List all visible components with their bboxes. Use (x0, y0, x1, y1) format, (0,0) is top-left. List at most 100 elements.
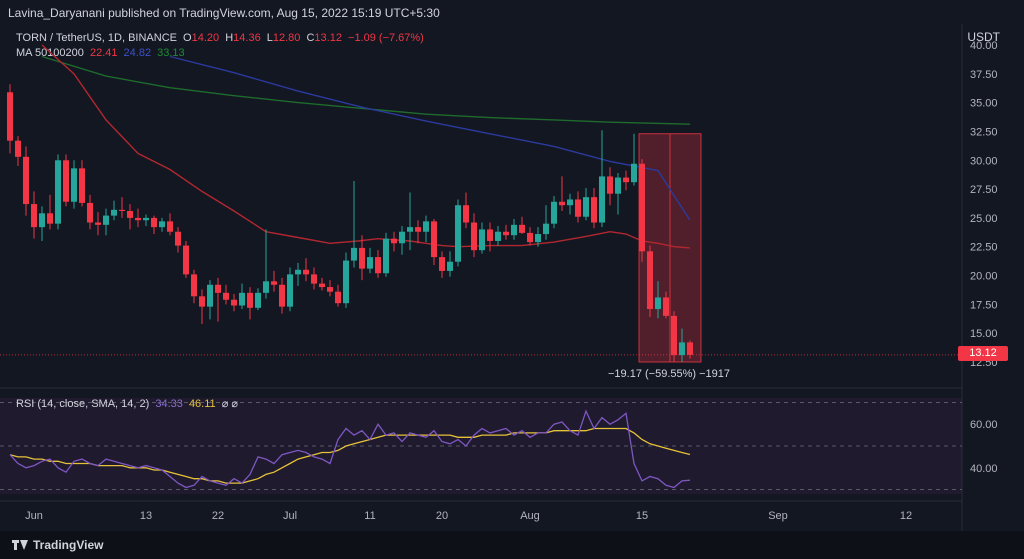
price-chart[interactable]: 12.5015.0017.5020.0022.5025.0027.5030.00… (0, 0, 1024, 531)
candle-body (191, 274, 197, 297)
candle-body (215, 284, 221, 293)
candle-body (327, 287, 333, 292)
tradingview-brand[interactable]: TradingView (12, 538, 103, 552)
candle (39, 206, 45, 241)
candle (679, 328, 685, 362)
candle-body (455, 205, 461, 262)
ma200-value: 33.13 (157, 47, 185, 59)
candle-body (631, 163, 637, 183)
x-tick-label: Jul (283, 510, 297, 522)
candle-body (223, 292, 229, 300)
candle-body (207, 284, 213, 307)
candle-body (383, 238, 389, 274)
candle (247, 287, 253, 320)
candle-body (119, 209, 125, 211)
low-label: L (266, 32, 273, 44)
rsi-tick-label: 60.00 (970, 419, 998, 431)
candle (255, 288, 261, 311)
candle (383, 232, 389, 277)
candle-body (399, 231, 405, 244)
measure-label: −19.17 (−59.55%) −1917 (608, 368, 731, 380)
rsi-settings-icon[interactable]: ⌀ ⌀ (221, 398, 239, 410)
candle (119, 197, 125, 218)
candle-body (655, 297, 661, 309)
ma200-line (41, 55, 691, 125)
ma50-value: 22.41 (89, 47, 118, 59)
candle-body (367, 257, 373, 269)
candle-body (15, 140, 21, 157)
axis-unit: USDT (967, 30, 1000, 44)
candle (631, 133, 637, 186)
candle-body (431, 221, 437, 258)
candle (671, 311, 677, 362)
candle-body (535, 234, 541, 243)
candle (391, 231, 397, 252)
candle (191, 269, 197, 304)
rsi-label[interactable]: RSI (14, close, SMA, 14, 2) (16, 398, 150, 410)
candle (423, 215, 429, 243)
candle-body (687, 342, 693, 355)
candle (535, 227, 541, 247)
candle (15, 136, 21, 167)
candle-body (199, 296, 205, 307)
candle (559, 176, 565, 211)
candle (455, 199, 461, 267)
y-tick-label: 35.00 (970, 98, 998, 110)
candle-body (423, 221, 429, 232)
y-tick-label: 37.50 (970, 69, 998, 81)
candle-body (583, 197, 589, 217)
candle (359, 235, 365, 281)
candle-body (231, 299, 237, 306)
close-label: C (306, 32, 315, 44)
candle-body (439, 257, 445, 271)
candle (399, 225, 405, 255)
candle-body (23, 156, 29, 205)
low-value: 12.80 (272, 32, 301, 44)
candle (479, 222, 485, 254)
rsi-sma-value: 46.11 (188, 398, 216, 410)
candle-body (71, 168, 77, 202)
candle-body (159, 221, 165, 228)
candle (63, 154, 69, 207)
candle (495, 225, 501, 246)
candle (367, 247, 373, 274)
candle (311, 267, 317, 290)
ma100-value: 24.82 (123, 47, 152, 59)
candle-body (263, 281, 269, 293)
candle (47, 194, 53, 230)
y-tick-label: 22.50 (970, 242, 998, 254)
candle-body (375, 257, 381, 274)
candle-body (543, 223, 549, 235)
candle-body (487, 229, 493, 241)
candle-body (519, 224, 525, 233)
candle-body (679, 342, 685, 356)
candle-body (495, 231, 501, 241)
candle-body (7, 92, 13, 141)
candle (23, 146, 29, 216)
candle (135, 208, 141, 228)
candle (463, 192, 469, 229)
footer: TradingView (0, 531, 1024, 559)
candle (7, 84, 13, 154)
candle-body (175, 231, 181, 246)
candle-body (639, 163, 645, 252)
rsi-tick-label: 40.00 (970, 463, 998, 475)
candle-body (343, 260, 349, 304)
candle (591, 187, 597, 229)
candle-body (447, 261, 453, 271)
candle-body (591, 197, 597, 223)
symbol-name[interactable]: TORN / TetherUS, 1D, BINANCE (16, 32, 177, 44)
change-value: −1.09 (−7.67%) (348, 32, 424, 44)
high-value: 14.36 (233, 32, 261, 44)
candle (623, 170, 629, 191)
candle (503, 224, 509, 240)
candle-body (247, 292, 253, 308)
candle (431, 219, 437, 266)
candle-body (103, 215, 109, 225)
y-tick-label: 40.00 (970, 40, 998, 52)
candle-body (279, 284, 285, 307)
x-tick-label: 11 (364, 510, 375, 522)
candle-body (391, 238, 397, 244)
candle (575, 191, 581, 223)
candle-body (359, 247, 365, 269)
